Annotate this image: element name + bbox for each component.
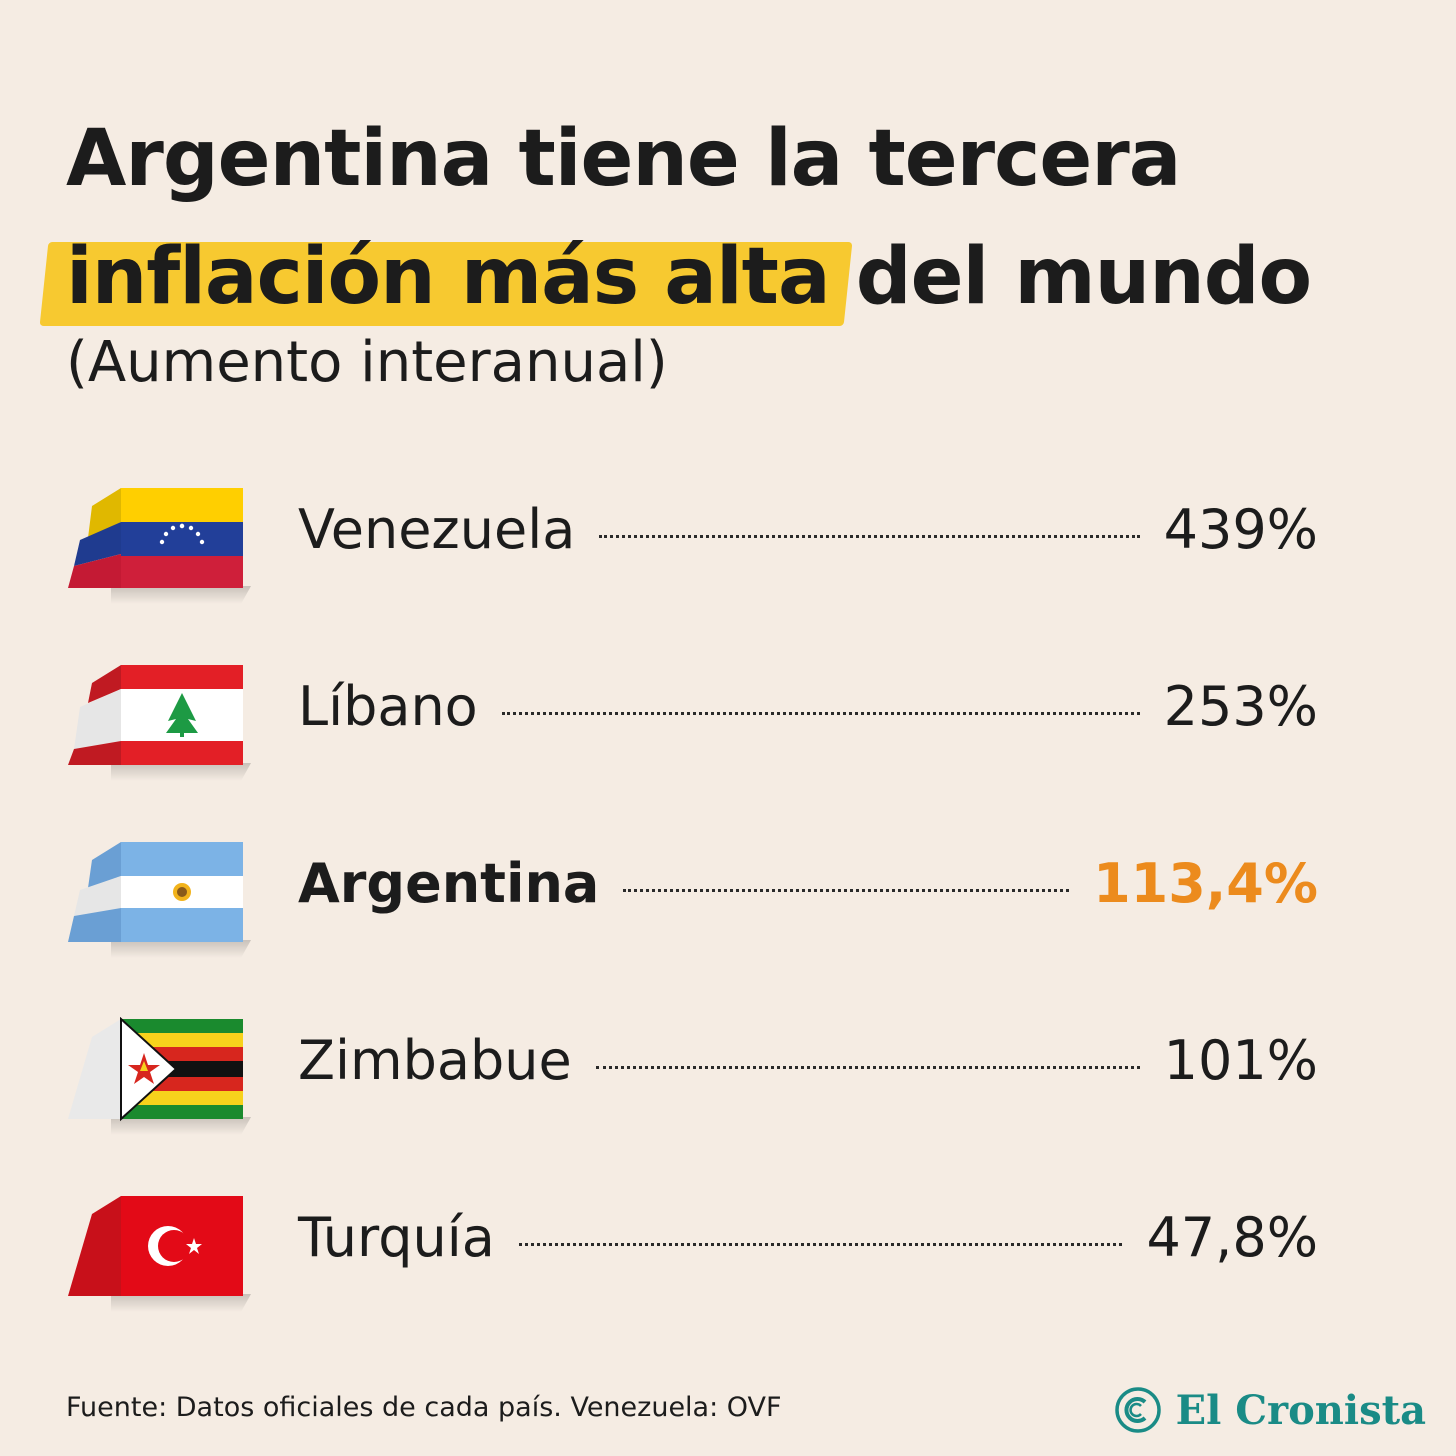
title-line-2-rest: del mundo xyxy=(855,232,1312,322)
country-name: Zimbabue xyxy=(298,1029,572,1092)
cronista-logo-icon xyxy=(1114,1387,1161,1433)
inflation-value: 47,8% xyxy=(1146,1206,1318,1269)
inflation-value: 101% xyxy=(1163,1029,1318,1092)
argentina-flag-icon xyxy=(68,842,251,958)
chart-subtitle: (Aumento interanual) xyxy=(66,330,668,395)
title-highlight: inflación más alta xyxy=(66,218,831,336)
logo-text: El Cronista xyxy=(1175,1386,1426,1434)
dotted-leader xyxy=(623,888,1070,892)
dotted-leader xyxy=(595,1065,1140,1069)
chart-title: Argentina tiene la tercera inflación más… xyxy=(66,100,1406,336)
country-name: Turquía xyxy=(298,1206,495,1269)
inflation-value: 113,4% xyxy=(1093,852,1318,915)
dotted-leader xyxy=(599,534,1140,538)
inflation-value: 253% xyxy=(1163,675,1318,738)
title-line-1: Argentina tiene la tercera xyxy=(66,114,1181,204)
table-row-turkey: Turquía 47,8% xyxy=(66,1188,1318,1365)
venezuela-flag-icon xyxy=(68,488,251,604)
country-name: Líbano xyxy=(298,675,478,738)
source-note: Fuente: Datos oficiales de cada país. Ve… xyxy=(66,1392,782,1423)
dotted-leader xyxy=(518,1242,1123,1246)
country-name: Argentina xyxy=(298,852,600,915)
dotted-leader xyxy=(501,711,1140,715)
table-row-lebanon: Líbano 253% xyxy=(66,657,1318,834)
table-row-zimbabwe: Zimbabue 101% xyxy=(66,1011,1318,1188)
country-name: Venezuela xyxy=(298,498,576,561)
table-row-venezuela: Venezuela 439% xyxy=(66,480,1318,657)
turkey-flag-icon xyxy=(68,1196,251,1312)
inflation-table: Venezuela 439% Líbano 253% xyxy=(66,480,1318,1365)
title-line-2: inflación más alta del mundo xyxy=(66,218,1406,336)
el-cronista-logo: El Cronista xyxy=(1114,1384,1426,1436)
table-row-argentina: Argentina 113,4% xyxy=(66,834,1318,1011)
lebanon-flag-icon xyxy=(68,665,251,781)
inflation-value: 439% xyxy=(1163,498,1318,561)
zimbabwe-flag-icon xyxy=(68,1017,251,1135)
